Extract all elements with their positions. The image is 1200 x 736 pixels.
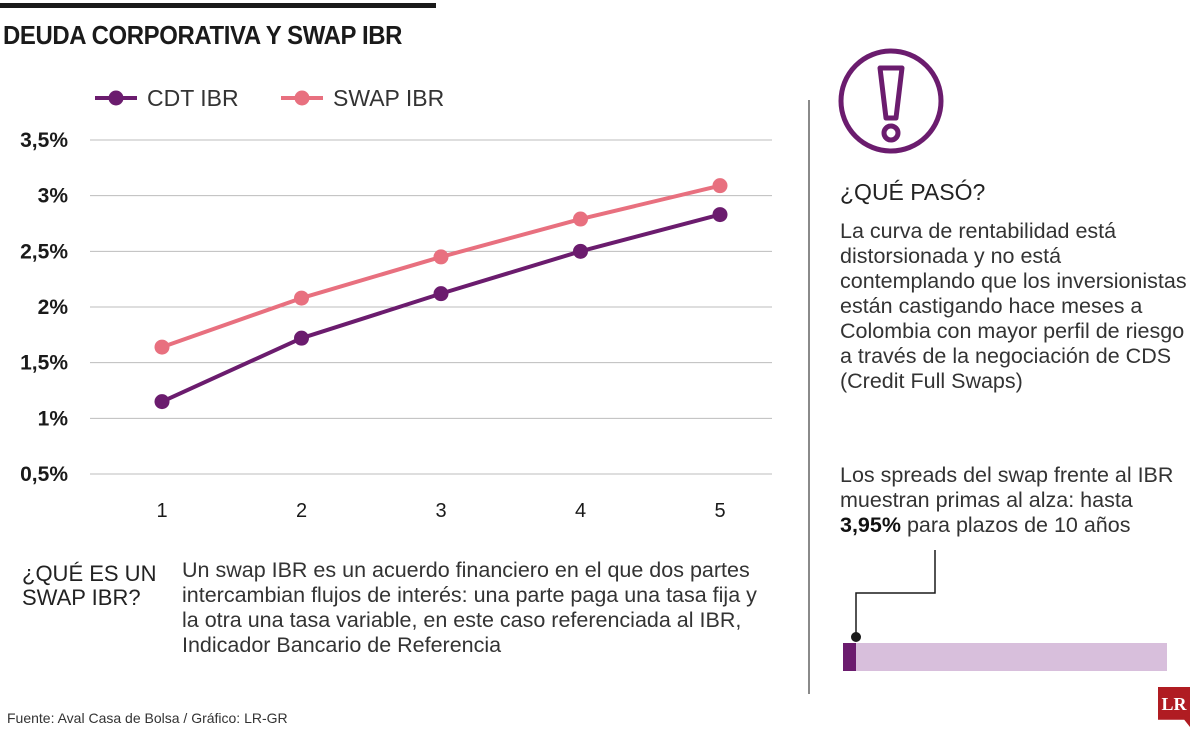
swap-ibr-legend-marker	[294, 90, 310, 106]
column-divider	[808, 100, 810, 694]
y-tick-label: 3%	[38, 185, 69, 208]
chart-title: DEUDA CORPORATIVA Y SWAP IBR	[3, 20, 403, 50]
x-tick-label: 3	[435, 500, 446, 522]
swap-ibr-point	[433, 249, 449, 265]
x-tick-label: 4	[575, 500, 586, 522]
sidebar-text: La curva de rentabilidad está distorsion…	[840, 219, 1187, 393]
swap-ibr-point	[154, 339, 170, 355]
cdt-ibr-legend-label: CDT IBR	[147, 85, 239, 111]
legend: CDT IBR SWAP IBR	[95, 85, 444, 111]
x-tick-label: 2	[296, 500, 307, 522]
cdt-ibr-point	[712, 207, 728, 223]
swap-ibr-legend-label: SWAP IBR	[333, 85, 444, 111]
spread-text-after: para plazos de 10 años	[900, 513, 1131, 537]
x-tick-label: 1	[156, 500, 167, 522]
cdt-ibr-point	[573, 243, 588, 259]
series-layer	[154, 178, 728, 410]
swap-ibr-point	[294, 290, 309, 306]
y-tick-label: 3,5%	[20, 129, 68, 152]
line-chart: 3,5% 3% 2,5% 2% 1,5% 1% 0,5% 1 2 3 4 5 CDT IBR SWAP…	[20, 85, 772, 522]
lr-logo: LR	[1158, 687, 1190, 727]
spread-bar-track	[843, 643, 1167, 671]
cdt-ibr-point	[294, 330, 309, 346]
swap-ibr-point	[573, 211, 588, 227]
cdt-ibr-line	[161, 212, 721, 404]
x-axis-ticks: 1 2 3 4 5	[156, 500, 725, 522]
cdt-ibr-legend-marker	[108, 90, 124, 106]
grid-lines	[90, 139, 772, 475]
y-tick-label: 1%	[38, 407, 69, 430]
swap-ibr-point	[712, 178, 728, 194]
cdt-ibr-point	[154, 394, 170, 410]
sidebar-title: ¿QUÉ PASÓ?	[840, 179, 986, 205]
explainer-text: Un swap IBR es un acuerdo financiero en …	[182, 558, 757, 657]
callout-pointer	[851, 550, 936, 642]
spread-value: 3,95%	[840, 513, 901, 537]
explainer-title: ¿QUÉ ES UN SWAP IBR?	[22, 561, 157, 610]
spread-bar-fill	[843, 643, 856, 671]
y-axis-ticks: 3,5% 3% 2,5% 2% 1,5% 1% 0,5%	[20, 129, 68, 486]
cdt-ibr-point	[433, 286, 449, 302]
spread-text-before: Los spreads del swap frente al IBR muest…	[840, 463, 1174, 512]
y-tick-label: 0,5%	[20, 463, 68, 486]
x-tick-label: 5	[714, 500, 725, 522]
y-tick-label: 2%	[38, 296, 69, 319]
swap-ibr-line	[161, 183, 721, 349]
source-note: Fuente: Aval Casa de Bolsa / Gráfico: LR…	[7, 710, 288, 726]
y-tick-label: 2,5%	[20, 240, 68, 263]
y-tick-label: 1,5%	[20, 352, 68, 375]
exclamation-icon	[838, 48, 944, 154]
top-rule	[0, 3, 436, 8]
spread-text: Los spreads del swap frente al IBR muest…	[840, 463, 1190, 538]
